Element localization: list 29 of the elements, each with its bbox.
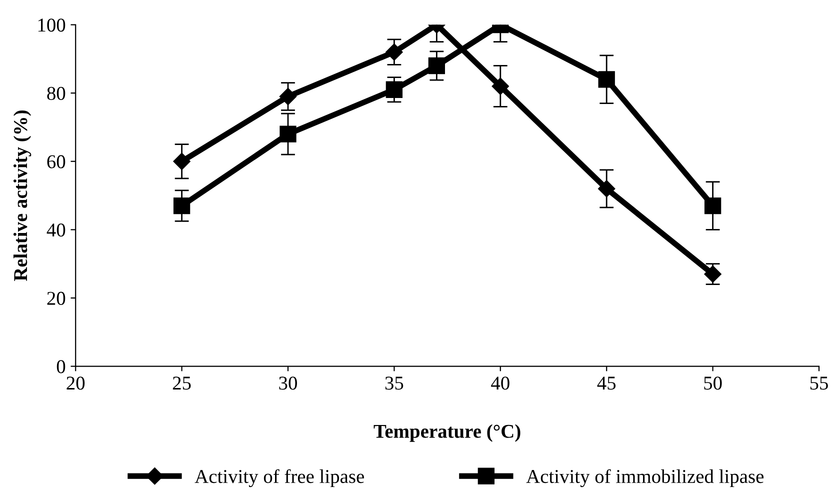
y-tick-label: 100 xyxy=(38,18,66,32)
legend-label: Activity of immobilized lipase xyxy=(526,469,764,488)
point xyxy=(704,197,722,214)
x-tick-label: 55 xyxy=(810,376,828,390)
x-tick-label: 20 xyxy=(66,376,85,390)
x-tick-label: 30 xyxy=(279,376,297,390)
point xyxy=(279,88,297,106)
point xyxy=(173,197,190,214)
y-axis-title: Relative activity (%) xyxy=(13,110,32,282)
point xyxy=(598,180,616,198)
y-tick-label: 0 xyxy=(56,360,66,374)
point xyxy=(598,71,615,88)
point xyxy=(280,126,296,142)
y-tick-label: 80 xyxy=(47,86,66,100)
point xyxy=(173,152,190,170)
x-tick-label: 40 xyxy=(491,376,510,390)
x-tick-label: 50 xyxy=(704,376,722,390)
x-tick-label: 25 xyxy=(172,376,191,390)
x-axis-title: Temperature (°C) xyxy=(374,424,520,442)
x-tick-label: 45 xyxy=(597,376,616,390)
point xyxy=(386,44,403,61)
y-tick-label: 40 xyxy=(46,223,66,237)
y-tick-label: 60 xyxy=(47,155,66,168)
legend-label: Activity of free lipase xyxy=(194,469,364,488)
point xyxy=(492,78,509,95)
y-tick-label: 20 xyxy=(47,292,66,305)
x-tick-label: 35 xyxy=(385,376,404,390)
point xyxy=(428,57,446,74)
point xyxy=(386,81,403,98)
